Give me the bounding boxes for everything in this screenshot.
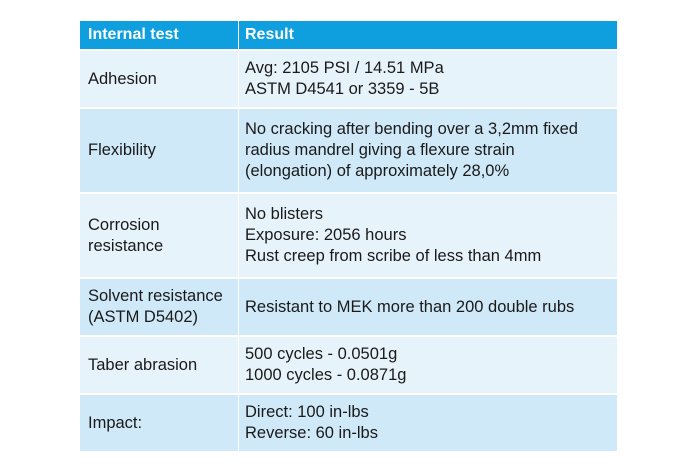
table-row: Flexibility No cracking after bending ov… xyxy=(80,107,617,192)
result-line: Avg: 2105 PSI / 14.51 MPa xyxy=(245,59,444,77)
table-row: Adhesion Avg: 2105 PSI / 14.51 MPa ASTM … xyxy=(80,49,617,107)
table-row: Corrosion resistance No blisters Exposur… xyxy=(80,192,617,277)
table-row: Taber abrasion 500 cycles - 0.0501g 1000… xyxy=(80,335,617,393)
result-line: Rust creep from scribe of less than 4mm xyxy=(245,247,542,265)
result-cell: No cracking after bending over a 3,2mm f… xyxy=(238,109,617,192)
header-internal-test: Internal test xyxy=(88,26,179,43)
result-line: Resistant to MEK more than 200 double ru… xyxy=(245,297,575,316)
test-name-line: Taber abrasion xyxy=(88,355,198,374)
table-row: Solvent resistance (ASTM D5402) Resistan… xyxy=(80,277,617,335)
result-cell: No blisters Exposure: 2056 hours Rust cr… xyxy=(238,194,617,277)
table-row: Impact: Direct: 100 in-lbs Reverse: 60 i… xyxy=(80,393,617,451)
test-name-cell: Impact: xyxy=(80,395,238,451)
result-line: 1000 cycles - 0.0871g xyxy=(245,366,407,384)
table-header-row: Internal test Result xyxy=(80,21,617,49)
result-line: ASTM D4541 or 3359 - 5B xyxy=(245,80,440,98)
test-name-line: Adhesion xyxy=(88,69,157,88)
test-name-cell: Corrosion resistance xyxy=(80,194,238,277)
result-line: Reverse: 60 in-lbs xyxy=(245,424,378,442)
result-cell: 500 cycles - 0.0501g 1000 cycles - 0.087… xyxy=(238,337,617,393)
result-line: 500 cycles - 0.0501g xyxy=(245,345,398,363)
result-line: Exposure: 2056 hours xyxy=(245,226,407,244)
test-name-line: (ASTM D5402) xyxy=(88,308,199,326)
result-line: (elongation) of approximately 28,0% xyxy=(245,162,510,180)
test-name-line: Flexibility xyxy=(88,141,156,159)
result-cell: Resistant to MEK more than 200 double ru… xyxy=(238,279,617,335)
result-line: No cracking after bending over a 3,2mm f… xyxy=(245,120,578,138)
test-name-cell: Flexibility xyxy=(80,109,238,192)
results-table: Internal test Result Adhesion Avg: 2105 … xyxy=(80,21,617,451)
result-line: Direct: 100 in-lbs xyxy=(245,403,369,421)
test-name-line: Impact: xyxy=(88,413,143,432)
test-name-cell: Taber abrasion xyxy=(80,337,238,393)
test-name-line: Solvent resistance xyxy=(88,287,223,305)
test-name-cell: Solvent resistance (ASTM D5402) xyxy=(80,279,238,335)
result-line: radius mandrel giving a flexure strain xyxy=(245,141,515,159)
result-cell: Direct: 100 in-lbs Reverse: 60 in-lbs xyxy=(238,395,617,451)
test-name-line: Corrosion xyxy=(88,215,160,234)
test-name-cell: Adhesion xyxy=(80,51,238,107)
result-line: No blisters xyxy=(245,205,323,223)
result-cell: Avg: 2105 PSI / 14.51 MPa ASTM D4541 or … xyxy=(238,51,617,107)
test-name-line: resistance xyxy=(88,236,164,255)
header-result: Result xyxy=(238,21,617,49)
